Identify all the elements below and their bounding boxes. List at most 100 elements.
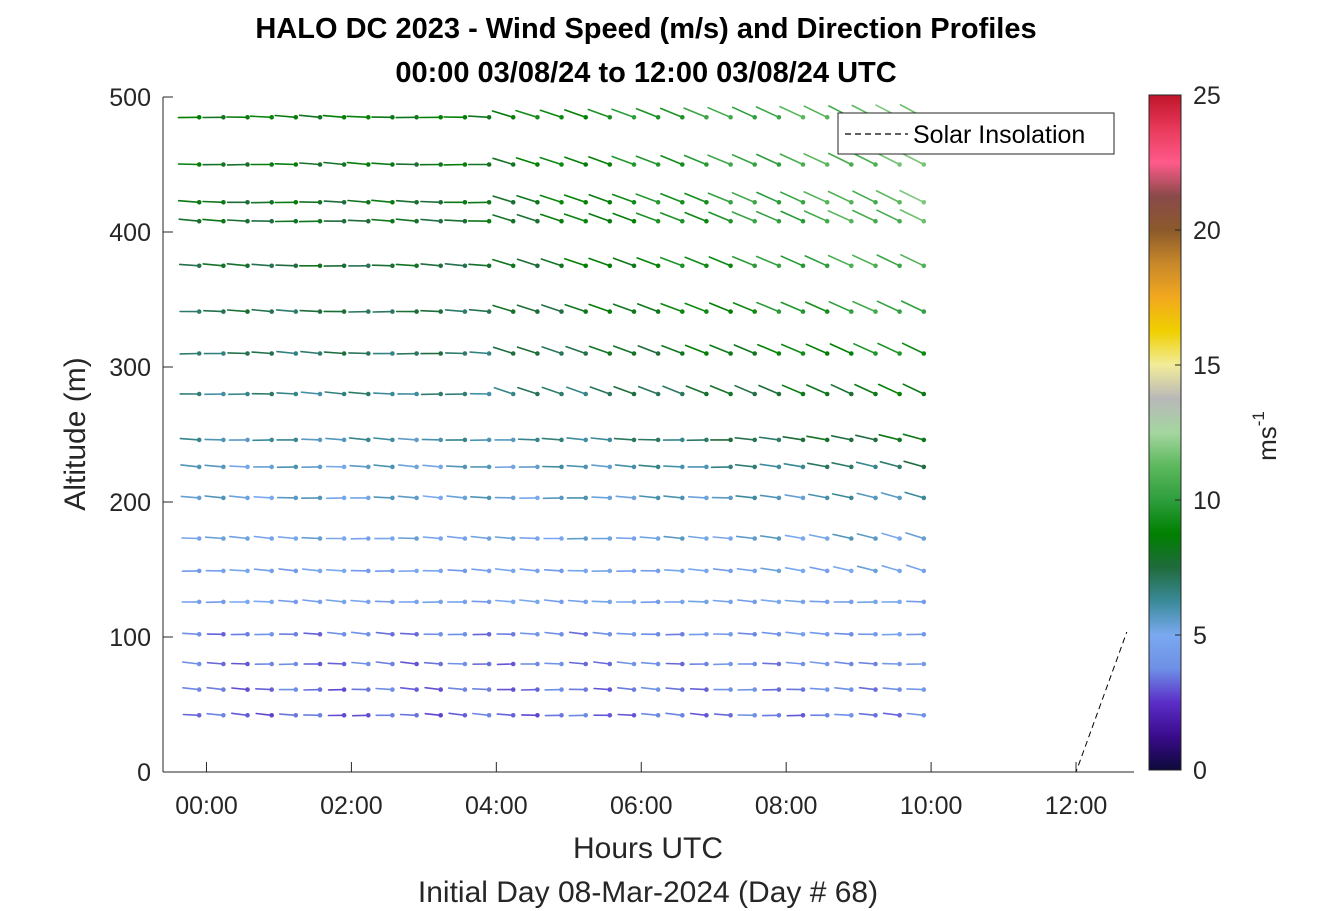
wind-barb-point	[245, 536, 250, 541]
wind-barb-shaft	[687, 600, 708, 603]
wind-barb-point	[317, 464, 323, 470]
wind-barb-point	[728, 263, 733, 269]
wind-barb-point	[438, 391, 444, 397]
wind-barb-point	[849, 632, 854, 637]
wind-barb-point	[269, 309, 275, 314]
wind-barb-point	[921, 351, 927, 356]
wind-barb-shaft	[809, 566, 829, 572]
wind-barb-point	[414, 309, 419, 314]
wind-barb-point	[921, 309, 927, 314]
wind-barb-shaft	[852, 190, 877, 204]
wind-barb-shaft	[471, 712, 490, 717]
wind-barb-shaft	[325, 568, 345, 572]
wind-barb-shaft	[229, 569, 249, 572]
wind-barb-shaft	[834, 632, 853, 636]
wind-barb-point	[245, 599, 250, 605]
wind-barb-shaft	[423, 661, 442, 665]
wind-barb-point	[317, 687, 323, 692]
wind-barb-shaft	[278, 599, 297, 603]
wind-barb-point	[583, 218, 588, 224]
wind-barb-point	[824, 115, 830, 120]
wind-barb-shaft	[832, 533, 853, 540]
wind-barb-point	[414, 263, 419, 269]
wind-barb-shaft	[589, 386, 611, 395]
wind-barb-point	[921, 536, 927, 541]
wind-barb-shaft	[803, 191, 829, 204]
wind-barb-point	[269, 437, 275, 443]
wind-barb-shaft	[878, 433, 901, 441]
wind-barb-point	[849, 309, 854, 314]
wind-barb-shaft	[468, 263, 490, 267]
wind-barb-point	[269, 115, 275, 120]
wind-barb-shaft	[516, 213, 539, 222]
colorbar-tick-label: 10	[1193, 487, 1221, 515]
wind-barb-shaft	[663, 535, 684, 540]
wind-barb-point	[269, 263, 275, 269]
colorbar-tick-label: 25	[1193, 82, 1221, 110]
wind-barb-shaft	[424, 712, 442, 717]
wind-barb-point	[921, 568, 927, 574]
wind-barb-shaft	[804, 255, 829, 267]
wind-barb-point	[535, 599, 540, 605]
wind-barb-shaft	[543, 599, 563, 603]
wind-barb-point	[269, 536, 275, 541]
wind-barb-shaft	[759, 463, 780, 468]
wind-barb-point	[849, 495, 854, 501]
wind-barb-point	[631, 599, 637, 605]
wind-barb-point	[414, 351, 419, 356]
wind-barb-point	[414, 536, 419, 541]
wind-barb-shaft	[663, 569, 684, 572]
wind-barb-point	[317, 437, 323, 443]
wind-barb-shaft	[253, 535, 273, 540]
barb-row	[182, 712, 927, 718]
wind-barb-point	[800, 263, 806, 269]
wind-barb-point	[776, 464, 782, 470]
colorbar-tick-label: 0	[1193, 757, 1207, 785]
wind-barb-point	[921, 437, 927, 443]
wind-barb-shaft	[375, 661, 394, 665]
wind-barb-shaft	[734, 436, 756, 441]
wind-barb-point	[873, 713, 878, 718]
wind-barb-shaft	[830, 434, 853, 441]
wind-barb-point	[800, 391, 806, 397]
wind-barb-shaft	[563, 109, 587, 119]
wind-barb-point	[341, 599, 347, 605]
wind-barb-point	[800, 464, 806, 470]
wind-barb-point	[293, 713, 299, 718]
wind-barb-shaft	[809, 631, 829, 636]
wind-barb-point	[510, 568, 516, 574]
wind-barb-point	[390, 687, 395, 692]
wind-barb-point	[366, 115, 371, 120]
wind-barb-shaft	[182, 661, 200, 665]
wind-barb-point	[583, 599, 588, 605]
wind-barb-point	[631, 464, 637, 470]
wind-barb-shaft	[299, 309, 321, 313]
wind-barb-shaft	[827, 254, 853, 267]
wind-barb-shaft	[637, 385, 659, 395]
wind-barb-point	[341, 162, 347, 167]
wind-barb-point	[535, 218, 540, 224]
wind-barb-point	[752, 391, 757, 397]
wind-barb-shaft	[905, 600, 925, 603]
wind-barb-shaft	[851, 254, 877, 267]
wind-barb-shaft	[684, 211, 708, 222]
wind-barb-point	[776, 599, 782, 605]
wind-barb-shaft	[784, 494, 804, 499]
wind-barb-shaft	[876, 300, 901, 313]
wind-barb-point	[269, 218, 275, 224]
wind-barb-point	[583, 309, 588, 314]
wind-barb-point	[680, 263, 685, 269]
wind-barb-point	[221, 599, 226, 605]
colorbar-label: ms-1	[1249, 411, 1282, 461]
wind-barb-point	[293, 263, 299, 269]
wind-barb-point	[390, 536, 395, 541]
wind-barb-point	[897, 632, 902, 637]
wind-barb-shaft	[903, 460, 925, 468]
wind-barb-point	[607, 309, 613, 314]
wind-barb-shaft	[665, 687, 684, 691]
wind-barb-point	[221, 309, 226, 314]
wind-barb-shaft	[805, 343, 829, 355]
barb-row	[179, 342, 927, 356]
wind-barb-point	[390, 437, 395, 443]
wind-barb-point	[293, 568, 299, 574]
